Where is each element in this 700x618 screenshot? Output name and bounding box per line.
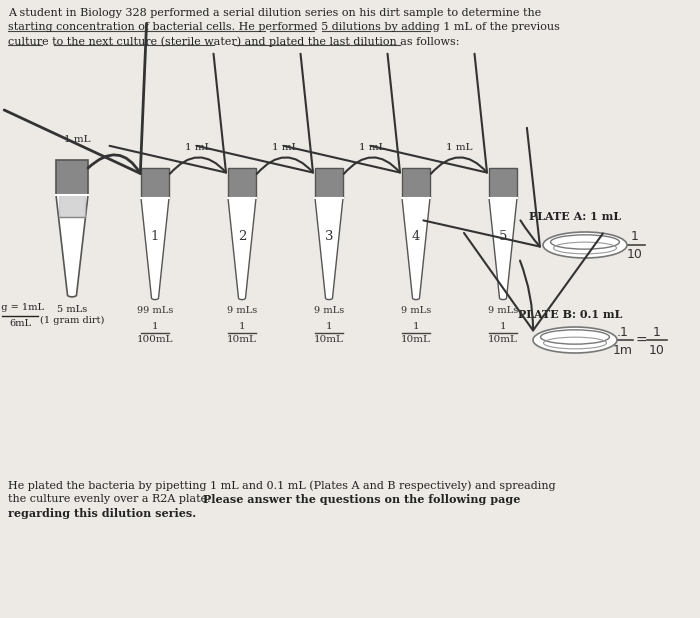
Text: 9 mLs: 9 mLs xyxy=(488,306,518,315)
Text: He plated the bacteria by pipetting 1 mL and 0.1 mL (Plates A and B respectively: He plated the bacteria by pipetting 1 mL… xyxy=(8,480,556,491)
Text: 1: 1 xyxy=(631,231,639,243)
Polygon shape xyxy=(315,198,343,300)
Text: 1: 1 xyxy=(152,322,158,331)
Text: 10mL: 10mL xyxy=(488,335,518,344)
Text: starting concentration of bacterial cells. He performed 5 dilutions by adding 1 : starting concentration of bacterial cell… xyxy=(8,22,560,32)
Text: 1: 1 xyxy=(326,322,332,331)
Text: 1 mL: 1 mL xyxy=(359,143,386,153)
Polygon shape xyxy=(141,198,169,300)
Text: 1g = 1mL: 1g = 1mL xyxy=(0,303,45,312)
Text: 1 mL: 1 mL xyxy=(447,143,473,153)
Polygon shape xyxy=(489,198,517,300)
Text: .1: .1 xyxy=(617,326,629,339)
Text: 1 mL: 1 mL xyxy=(272,143,299,153)
Text: the culture evenly over a R2A plate.: the culture evenly over a R2A plate. xyxy=(8,494,214,504)
Bar xyxy=(315,168,343,198)
Text: 99 mLs: 99 mLs xyxy=(136,306,173,315)
Text: 100mL: 100mL xyxy=(136,335,174,344)
Text: Please answer the questions on the following page: Please answer the questions on the follo… xyxy=(203,494,520,505)
Text: 1 mL: 1 mL xyxy=(186,143,211,153)
Text: PLATE B: 0.1 mL: PLATE B: 0.1 mL xyxy=(518,308,622,320)
Bar xyxy=(141,168,169,198)
Text: 1: 1 xyxy=(150,229,159,242)
Text: 1 mL: 1 mL xyxy=(64,135,90,145)
Bar xyxy=(228,168,256,198)
Polygon shape xyxy=(56,195,88,297)
Text: 10: 10 xyxy=(649,344,665,357)
Text: 10: 10 xyxy=(627,248,643,261)
Text: 1m: 1m xyxy=(613,344,633,357)
Polygon shape xyxy=(228,198,256,300)
Text: 6mL: 6mL xyxy=(9,319,31,328)
Bar xyxy=(56,160,88,195)
Text: PLATE A: 1 mL: PLATE A: 1 mL xyxy=(529,211,621,222)
Ellipse shape xyxy=(543,232,627,258)
Text: 4: 4 xyxy=(412,229,420,242)
Text: 5: 5 xyxy=(499,229,508,242)
Text: 10mL: 10mL xyxy=(314,335,344,344)
Text: 10mL: 10mL xyxy=(227,335,257,344)
Text: 9 mLs: 9 mLs xyxy=(227,306,257,315)
Text: 1: 1 xyxy=(239,322,245,331)
Text: 5 mLs
(1 gram dirt): 5 mLs (1 gram dirt) xyxy=(40,305,104,324)
Text: A student in Biology 328 performed a serial dilution series on his dirt sample t: A student in Biology 328 performed a ser… xyxy=(8,8,541,18)
Text: 1: 1 xyxy=(653,326,661,339)
Text: 1: 1 xyxy=(413,322,419,331)
Text: =: = xyxy=(635,334,647,348)
Ellipse shape xyxy=(533,327,617,353)
Bar xyxy=(489,168,517,198)
Bar xyxy=(402,168,430,198)
Text: 10mL: 10mL xyxy=(401,335,431,344)
Polygon shape xyxy=(402,198,430,300)
Text: culture to the next culture (sterile water) and plated the last dilution as foll: culture to the next culture (sterile wat… xyxy=(8,36,459,46)
Text: 2: 2 xyxy=(238,229,246,242)
Text: 9 mLs: 9 mLs xyxy=(314,306,344,315)
Text: 1: 1 xyxy=(500,322,506,331)
Text: 3: 3 xyxy=(325,229,333,242)
Text: regarding this dilution series.: regarding this dilution series. xyxy=(8,508,196,519)
Text: 9 mLs: 9 mLs xyxy=(401,306,431,315)
